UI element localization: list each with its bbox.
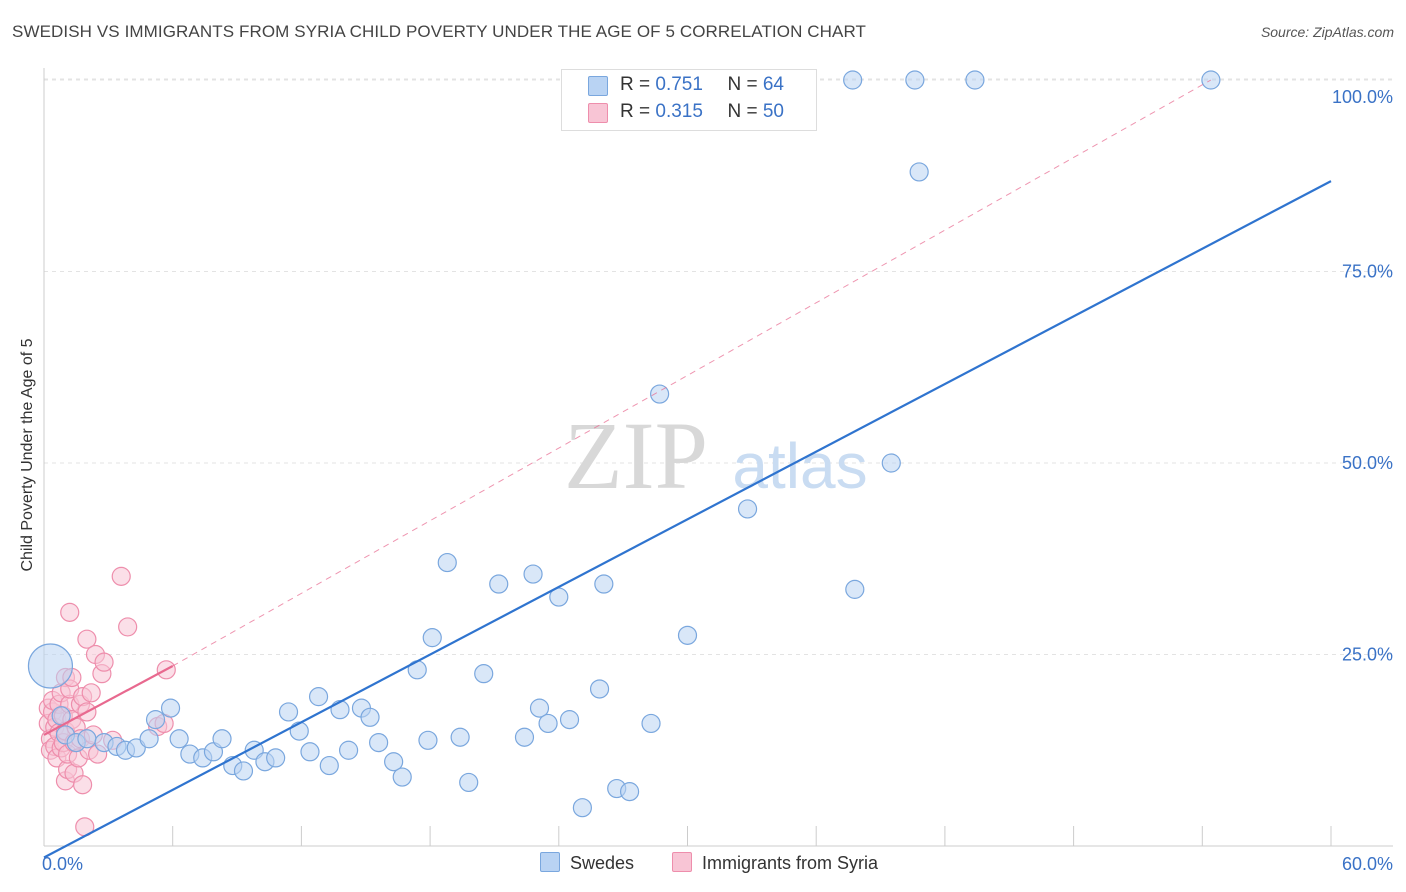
y-tick-label: 25.0% xyxy=(1342,645,1393,665)
swedes-point xyxy=(474,664,494,684)
swedes-point xyxy=(641,713,661,734)
y-tick-label: 100.0% xyxy=(1332,87,1393,107)
x-tick-label-min: 0.0% xyxy=(42,854,83,874)
swedes-point xyxy=(594,574,614,594)
swedes-point xyxy=(529,698,550,718)
swedes-point xyxy=(905,70,925,90)
swedes-point xyxy=(881,453,901,473)
swedes-point xyxy=(384,752,404,772)
bottom-swatch-swedes xyxy=(540,852,560,872)
swedes-point xyxy=(233,761,254,781)
syria-point xyxy=(111,566,131,586)
swedes-point xyxy=(360,707,380,727)
tick-labels: 25.0% 50.0% 75.0% 100.0% 0.0% 60.0% xyxy=(42,87,1393,874)
syria-trend-line xyxy=(43,665,174,736)
y-tick-label: 50.0% xyxy=(1342,453,1393,473)
swedes-trend-line xyxy=(43,180,1332,859)
source-label: Source: ZipAtlas.com xyxy=(1260,24,1394,40)
swedes-point xyxy=(418,730,438,750)
syria-point xyxy=(60,602,80,622)
swedes-point xyxy=(737,499,758,519)
syria-point xyxy=(73,775,93,795)
swedes-point xyxy=(77,729,97,749)
chart-title: SWEDISH VS IMMIGRANTS FROM SYRIA CHILD P… xyxy=(12,22,867,41)
watermark: ZIP atlas xyxy=(564,402,868,509)
x-tick-label-max: 60.0% xyxy=(1342,854,1393,874)
swedes-point xyxy=(27,643,74,689)
swedes-point xyxy=(589,679,610,699)
legend-n-label: N = xyxy=(727,74,763,95)
swedes-point xyxy=(650,384,670,404)
swedes-point xyxy=(845,579,865,599)
legend-r-label: R = xyxy=(620,101,656,122)
bottom-legend-syria: Immigrants from Syria xyxy=(672,852,878,874)
syria-point xyxy=(118,617,138,637)
swedes-point xyxy=(369,732,389,753)
legend-n-value: 64 xyxy=(762,74,784,95)
swedes-point xyxy=(422,628,442,648)
y-tick-label: 75.0% xyxy=(1342,262,1393,282)
gridlines xyxy=(44,78,1393,655)
legend-n-value: 50 xyxy=(762,101,784,122)
swedes-point xyxy=(965,70,985,90)
axes xyxy=(43,68,1393,847)
swedes-point xyxy=(523,564,543,584)
swedes-point xyxy=(212,729,232,749)
swedes-point xyxy=(450,727,470,747)
swedes-point xyxy=(338,740,359,760)
legend: R = 0.751 N = 64 R = 0.315 N = 50 xyxy=(561,69,817,131)
swedes-point xyxy=(514,727,535,747)
swedes-point xyxy=(300,742,320,762)
swedes-point xyxy=(330,700,350,720)
syria-point xyxy=(81,683,101,703)
legend-r-value: 0.315 xyxy=(655,101,703,122)
legend-swatch-swedes xyxy=(588,76,608,96)
swedes-point xyxy=(308,687,329,707)
swedes-point xyxy=(572,798,592,818)
swedes-point xyxy=(139,729,159,749)
swedes-point xyxy=(278,702,299,722)
legend-r-label: R = xyxy=(620,74,656,95)
swedes-point xyxy=(319,755,339,776)
syria-point xyxy=(94,652,114,672)
trend-lines xyxy=(43,79,1332,859)
swedes-point xyxy=(559,710,580,730)
legend-n-label: N = xyxy=(727,101,763,122)
swedes-point xyxy=(459,772,479,793)
watermark-zip: ZIP xyxy=(564,402,708,509)
swedes-point xyxy=(843,70,863,90)
bottom-swatch-syria xyxy=(672,852,692,872)
swedes-point xyxy=(677,625,698,645)
bottom-legend-label: Swedes xyxy=(570,853,635,873)
syria-trend-extension xyxy=(172,79,1212,667)
swedes-point xyxy=(489,574,509,594)
swedes-point xyxy=(437,552,457,573)
swedes-point xyxy=(392,767,412,787)
watermark-atlas: atlas xyxy=(732,430,867,502)
bottom-legend-swedes: Swedes xyxy=(540,852,634,874)
legend-r-value: 0.751 xyxy=(655,74,703,95)
swedes-point xyxy=(169,729,189,749)
swedes-point xyxy=(160,698,181,718)
swedes-point xyxy=(619,782,640,802)
swedes-point xyxy=(145,710,166,730)
swedes-point xyxy=(266,748,286,768)
syria-point xyxy=(77,629,97,649)
swedes-point xyxy=(538,713,558,734)
bottom-legend-label: Immigrants from Syria xyxy=(702,853,879,873)
legend-swatch-syria xyxy=(588,103,608,123)
swedes-point xyxy=(909,162,929,182)
swedes-point xyxy=(289,721,309,741)
